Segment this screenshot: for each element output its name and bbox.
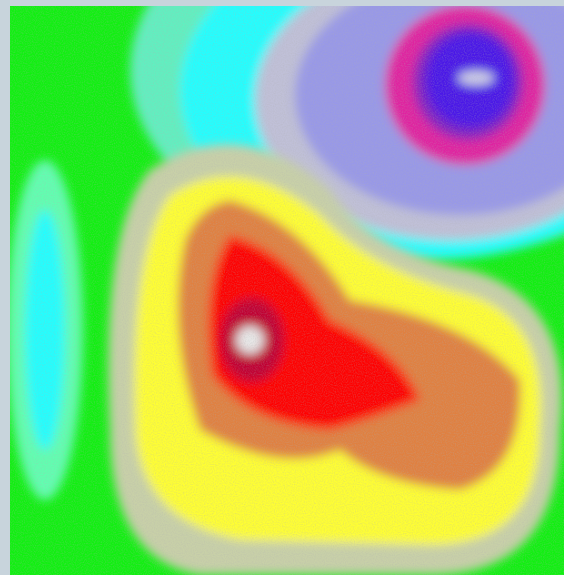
- field: [10, 6, 564, 575]
- dither-texture: [10, 6, 564, 575]
